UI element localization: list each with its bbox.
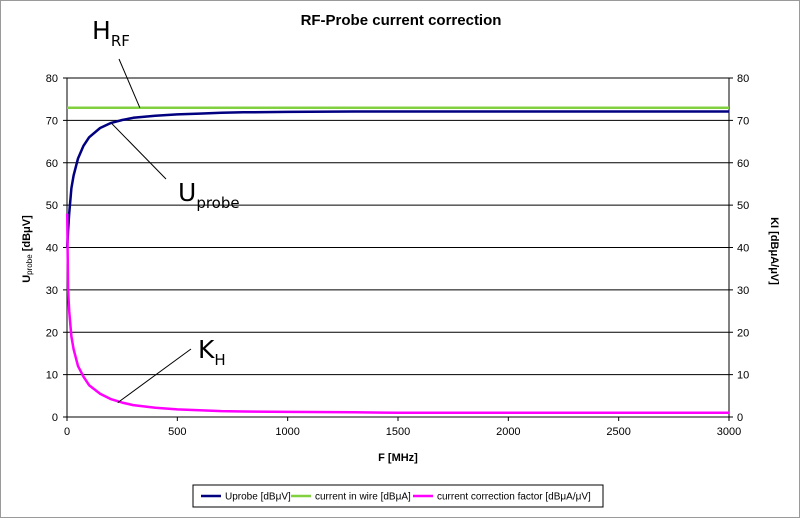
- legend-box: [192, 484, 604, 508]
- x-tick-label: 2500: [606, 426, 630, 438]
- y-axis-label-left-main: U: [21, 275, 33, 283]
- x-tick-label: 500: [168, 426, 186, 438]
- y-axis-label-right: KI [dBμA/μV]: [768, 217, 780, 285]
- series-layer: [65, 106, 729, 415]
- y-tick-label-right: 0: [737, 412, 743, 424]
- y-axis-label-left-rest: [dBμV]: [21, 215, 33, 254]
- y-tick-label-left: 40: [46, 243, 58, 255]
- y-tick-label-left: 10: [46, 370, 58, 382]
- legend-label-1: Uprobe [dBμV]: [225, 492, 291, 503]
- y-tick-label-left: 30: [46, 285, 58, 297]
- series-line-3: [65, 213, 729, 415]
- y-tick-label-left: 70: [46, 115, 58, 127]
- series-line-1: [65, 110, 729, 248]
- y-axis-label-left: Uprobe [dBμV]: [21, 215, 34, 283]
- x-tick-label: 0: [64, 426, 70, 438]
- legend-label-2: current in wire [dBμA]: [315, 492, 411, 503]
- annotation-callout-line: [118, 58, 141, 108]
- y-tick-label-left: 50: [46, 200, 58, 212]
- y-tick-label-right: 70: [737, 115, 749, 127]
- y-tick-label-right: 60: [737, 158, 749, 170]
- y-tick-label-right: 80: [737, 73, 749, 85]
- annotation-callout-line: [110, 122, 167, 180]
- y-axis-label-left-sub: probe: [25, 254, 34, 275]
- y-tick-label-left: 0: [52, 412, 58, 424]
- annotation-layer: HRF Uprobe KH: [92, 16, 240, 403]
- legend: Uprobe [dBμV] current in wire [dBμA] curre…: [192, 484, 604, 508]
- y-tick-label-left: 80: [46, 73, 58, 85]
- x-tick-label: 1500: [386, 426, 410, 438]
- x-tick-label: 3000: [717, 426, 741, 438]
- y-tick-label-right: 30: [737, 285, 749, 297]
- chart-title: RF-Probe current correction: [301, 12, 502, 29]
- y-tick-label-right: 20: [737, 327, 749, 339]
- annotation-label: HRF: [92, 16, 130, 50]
- y-tick-label-left: 60: [46, 158, 58, 170]
- legend-label-3: current correction factor [dBμA/μV]: [437, 492, 591, 503]
- x-tick-label: 2000: [496, 426, 520, 438]
- y-tick-label-right: 10: [737, 370, 749, 382]
- y-tick-label-right: 40: [737, 243, 749, 255]
- x-axis-label: F [MHz]: [378, 452, 418, 464]
- annotation-callout-line: [117, 348, 192, 403]
- annotation-label: Uprobe: [178, 178, 240, 212]
- x-tick-label: 1000: [275, 426, 299, 438]
- y-tick-label-left: 20: [46, 327, 58, 339]
- grid-layer: [67, 77, 729, 376]
- y-tick-label-right: 50: [737, 200, 749, 212]
- annotation-label: KH: [198, 335, 226, 369]
- axis-layer: 0 10 20 30 40 50 60 70 80 0 10 20 30 40 50 60 70 80 0 500 10…: [46, 73, 750, 438]
